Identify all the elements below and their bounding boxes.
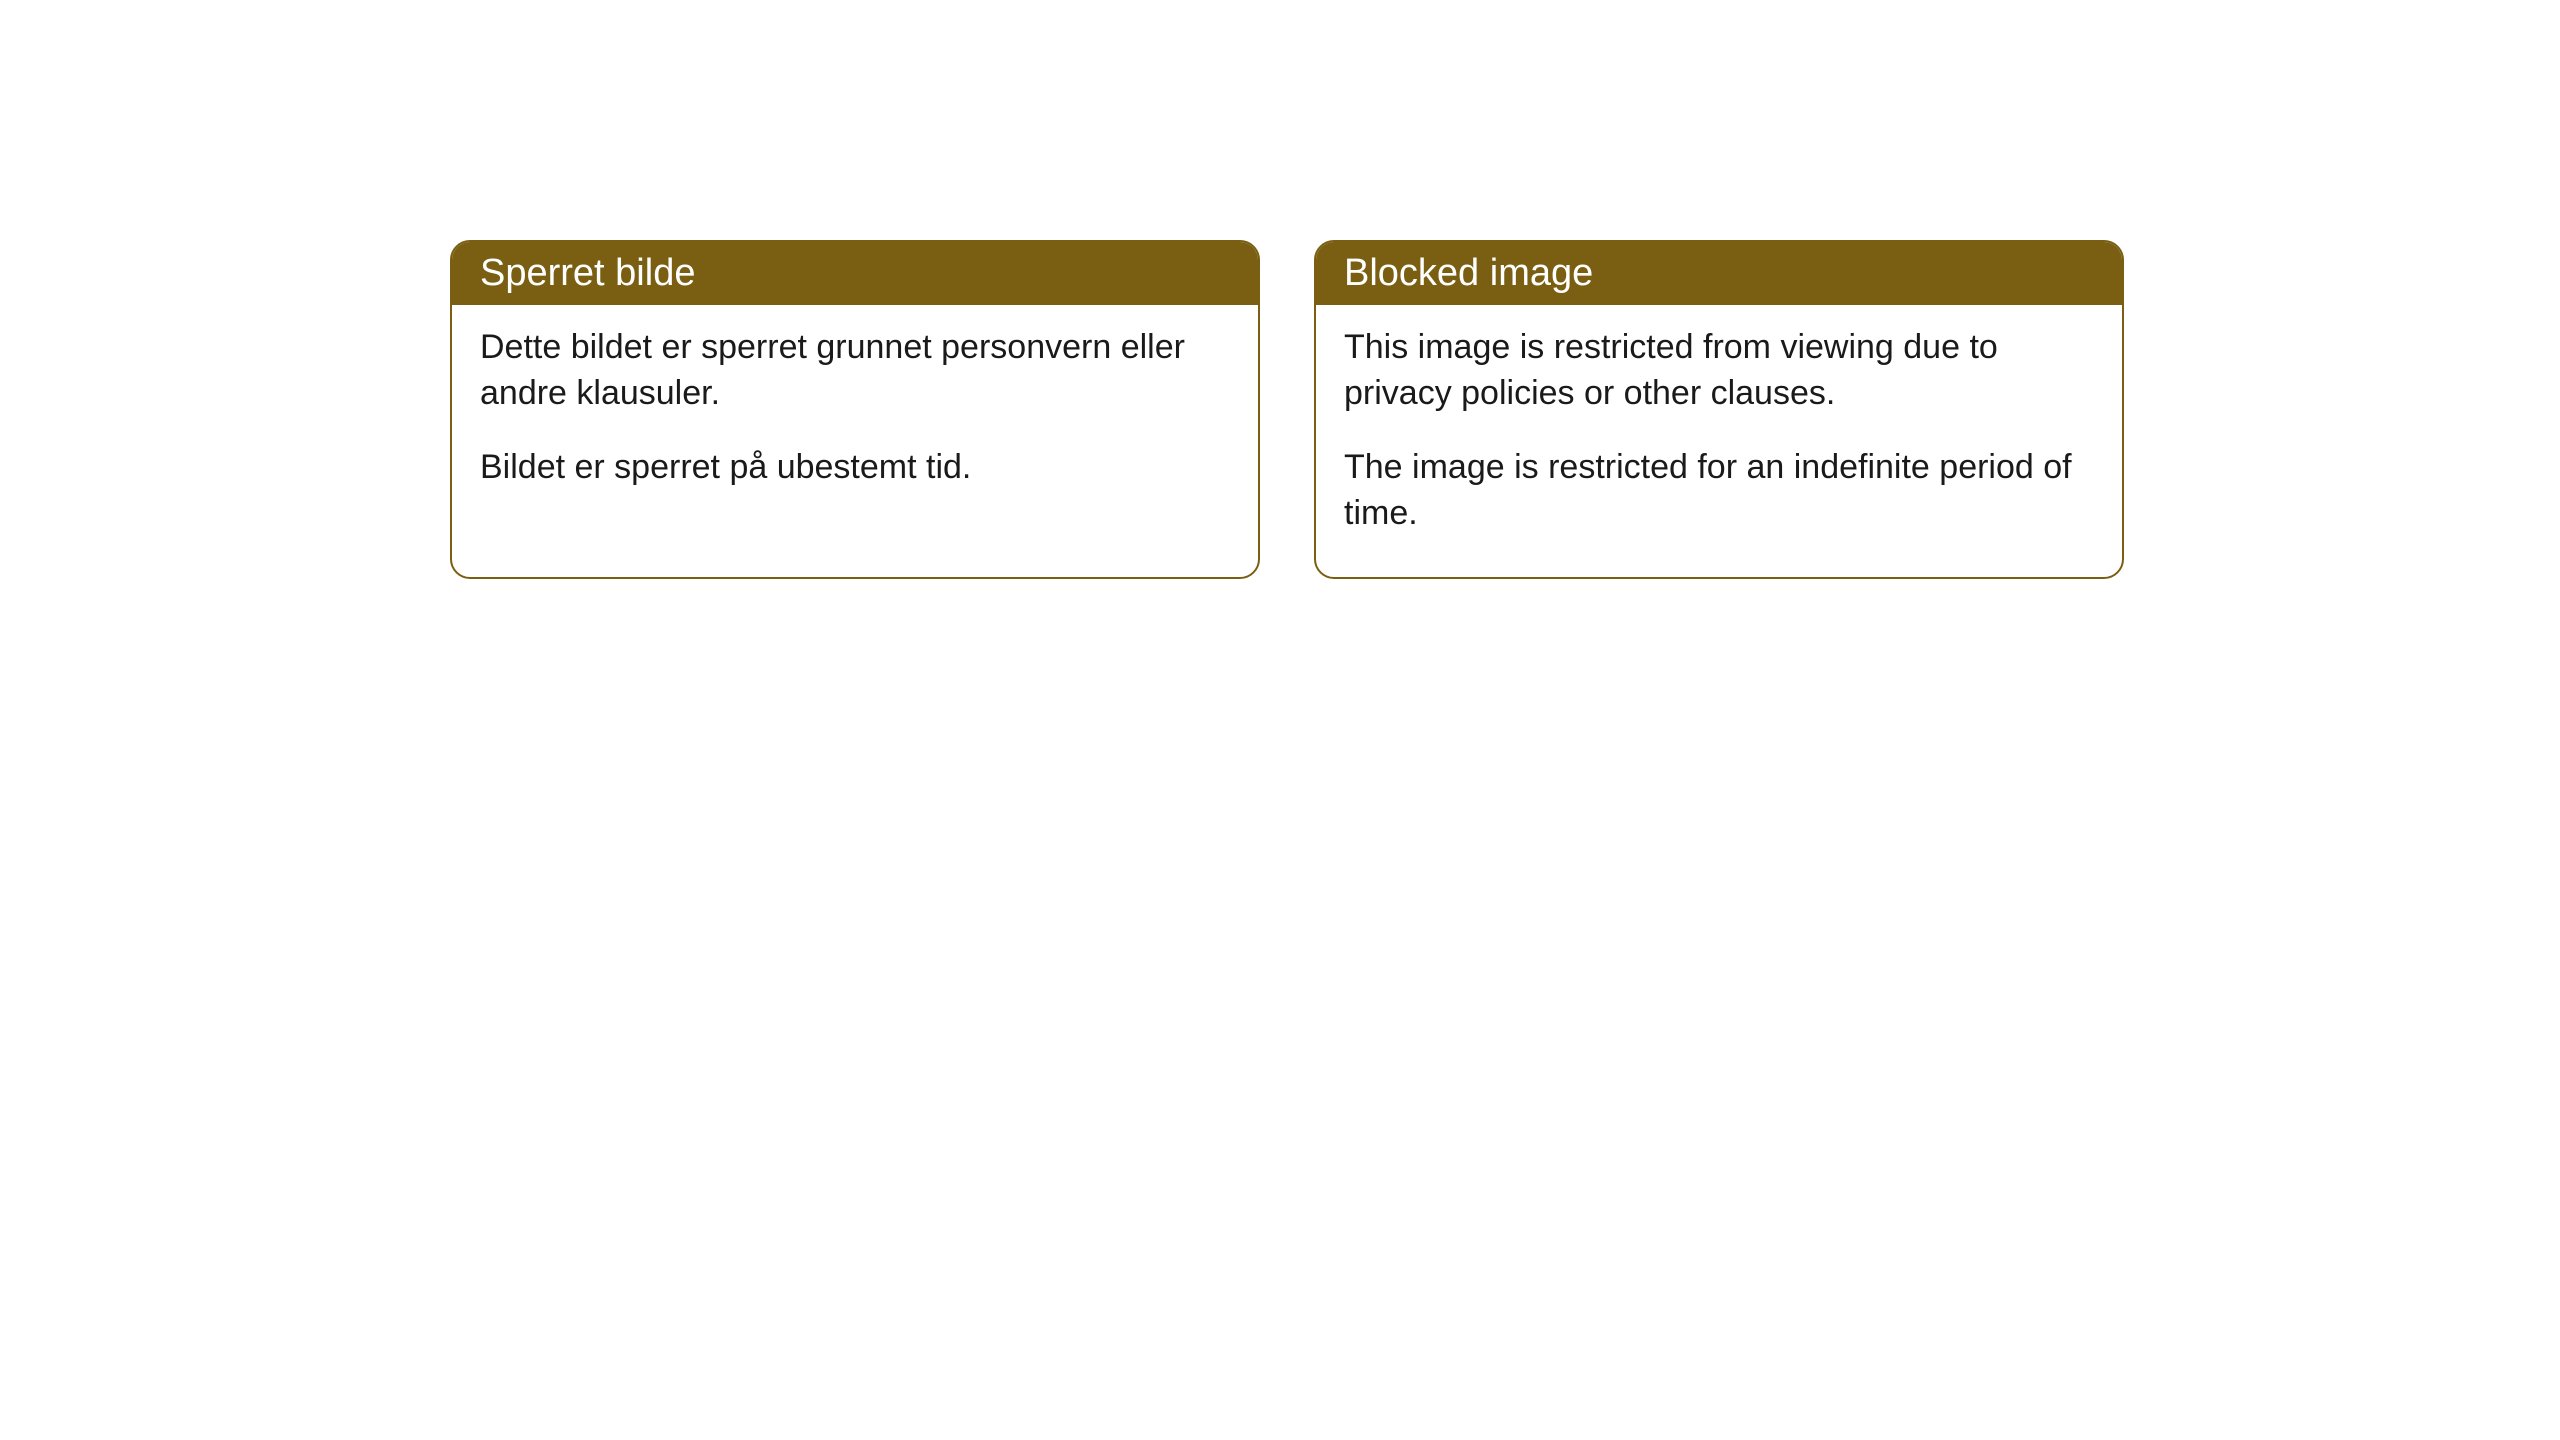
notice-body-english: This image is restricted from viewing du…: [1316, 305, 2122, 577]
notice-card-english: Blocked image This image is restricted f…: [1314, 240, 2124, 579]
notice-text-norwegian-2: Bildet er sperret på ubestemt tid.: [480, 445, 1230, 491]
notice-body-norwegian: Dette bildet er sperret grunnet personve…: [452, 305, 1258, 531]
notice-header-norwegian: Sperret bilde: [452, 242, 1258, 305]
notice-header-english: Blocked image: [1316, 242, 2122, 305]
notice-text-english-1: This image is restricted from viewing du…: [1344, 325, 2094, 417]
notice-container: Sperret bilde Dette bildet er sperret gr…: [450, 240, 2124, 579]
notice-card-norwegian: Sperret bilde Dette bildet er sperret gr…: [450, 240, 1260, 579]
notice-text-english-2: The image is restricted for an indefinit…: [1344, 445, 2094, 537]
notice-text-norwegian-1: Dette bildet er sperret grunnet personve…: [480, 325, 1230, 417]
